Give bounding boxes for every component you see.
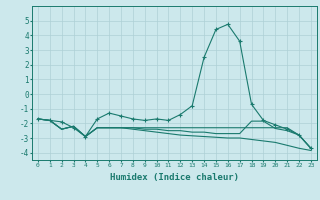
X-axis label: Humidex (Indice chaleur): Humidex (Indice chaleur) — [110, 173, 239, 182]
